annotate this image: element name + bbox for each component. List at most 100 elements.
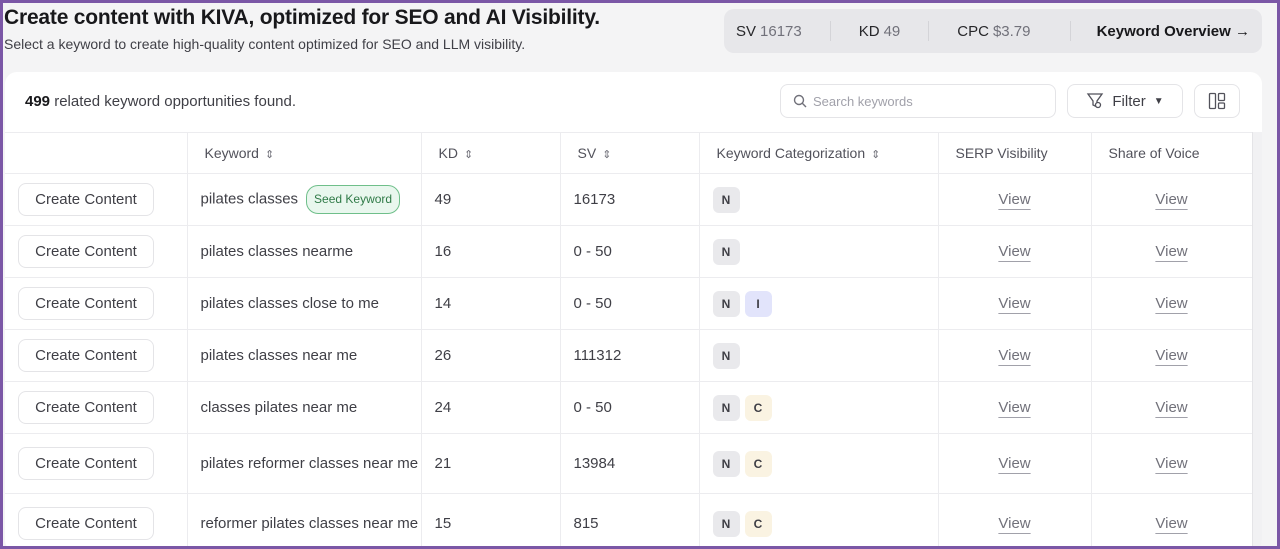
serp-visibility-view-link[interactable]: View (998, 295, 1031, 312)
column-header-share-of-voice: Share of Voice (1091, 132, 1253, 174)
keyword-cell: pilates classes close to me (187, 277, 422, 330)
column-header-keyword[interactable]: Keyword ⇕ (187, 132, 422, 174)
stat-label: CPC (957, 22, 989, 40)
header-label: KD (438, 145, 458, 161)
kd-cell: 16 (421, 225, 561, 278)
header-label: SERP Visibility (955, 145, 1048, 161)
keyword-cell: pilates classes Seed Keyword (187, 173, 422, 226)
sort-icon[interactable]: ⇕ (602, 149, 612, 161)
stat-label: KD (858, 22, 880, 40)
table-row: Create Content pilates reformer classes … (5, 433, 1253, 494)
stat-cpc: CPC $3.79 (945, 21, 1030, 41)
keyword-overview-link[interactable]: Keyword Overview → (1096, 22, 1250, 40)
create-content-button[interactable]: Create Content (18, 391, 154, 424)
share-of-voice-view-link[interactable]: View (1155, 347, 1188, 364)
search-input[interactable] (813, 93, 1043, 109)
category-badge-N: N (712, 186, 740, 213)
column-header-sv[interactable]: SV ⇕ (560, 132, 700, 174)
sort-icon[interactable]: ⇕ (463, 149, 474, 161)
caret-down-icon: ▼ (1153, 95, 1164, 107)
create-content-button[interactable]: Create Content (18, 183, 154, 216)
share-of-voice-view-link[interactable]: View (1155, 243, 1188, 260)
layout-toggle-button[interactable] (1194, 84, 1240, 118)
categorization-cell: N (699, 329, 939, 382)
keywords-card: 499 related keyword opportunities found.… (5, 72, 1262, 549)
search-icon (793, 94, 807, 108)
column-header-categorization[interactable]: Keyword Categorization ⇕ (699, 132, 939, 174)
serp-visibility-view-link[interactable]: View (998, 399, 1031, 416)
keyword-cell: reformer pilates classes near me (187, 493, 422, 549)
serp-visibility-view-link[interactable]: View (998, 347, 1031, 364)
category-badge-N: N (712, 290, 740, 317)
serp-visibility-view-link[interactable]: View (998, 243, 1031, 260)
header-label: Keyword Categorization (716, 145, 866, 161)
header-label: Share of Voice (1108, 145, 1200, 161)
kd-cell: 24 (421, 381, 561, 434)
table-row: Create Content pilates classes near me 2… (5, 329, 1253, 382)
keywords-table: Keyword ⇕ KD ⇕ SV ⇕ Keyword Categorization ⇕ SER… (5, 132, 1253, 549)
category-badge-C: C (744, 394, 772, 421)
filter-label: Filter (1112, 92, 1146, 110)
keyword-cell: pilates reformer classes near me (187, 433, 422, 494)
kd-cell: 26 (421, 329, 561, 382)
page-title: Create content with KIVA, optimized for … (4, 6, 600, 29)
scrollbar[interactable] (1252, 132, 1262, 549)
keyword-text: pilates classes nearme (200, 243, 354, 260)
header-label: Keyword (204, 145, 259, 161)
sort-icon[interactable]: ⇕ (264, 149, 275, 161)
table-row: Create Content pilates classes nearme 16… (5, 225, 1253, 278)
share-of-voice-view-link[interactable]: View (1155, 295, 1188, 312)
create-content-button[interactable]: Create Content (18, 507, 154, 540)
kd-cell: 14 (421, 277, 561, 330)
results-count: 499 related keyword opportunities found. (25, 93, 296, 110)
create-content-button[interactable]: Create Content (18, 339, 154, 372)
create-content-button[interactable]: Create Content (18, 235, 154, 268)
share-of-voice-view-link[interactable]: View (1155, 191, 1188, 208)
filter-button[interactable]: Filter ▼ (1067, 84, 1183, 118)
column-header-serp-visibility: SERP Visibility (938, 132, 1092, 174)
category-badge-C: C (744, 510, 772, 537)
share-of-voice-view-link[interactable]: View (1155, 399, 1188, 416)
count-text: related keyword opportunities found. (50, 93, 297, 110)
keyword-text: pilates classes near me (200, 347, 358, 364)
seed-keyword-badge: Seed Keyword (306, 185, 401, 214)
header-label: SV (577, 145, 597, 161)
divider (829, 21, 831, 41)
category-badge-N: N (712, 450, 740, 477)
category-badge-N: N (712, 238, 740, 265)
categorization-cell: N (699, 225, 939, 278)
keyword-text: pilates classes close to me (200, 295, 379, 312)
count-number: 499 (25, 93, 51, 110)
stat-value: 16173 (760, 22, 802, 40)
sort-icon[interactable]: ⇕ (871, 149, 881, 161)
keyword-cell: pilates classes near me (187, 329, 422, 382)
sv-cell: 0 - 50 (560, 225, 700, 278)
share-of-voice-view-link[interactable]: View (1155, 515, 1188, 532)
stat-kd: KD 49 (847, 21, 901, 41)
create-content-button[interactable]: Create Content (18, 287, 154, 320)
sv-cell: 815 (560, 493, 700, 549)
category-badge-I: I (744, 290, 772, 317)
keyword-stats-bar: SV 16173 KD 49 CPC $3.79 Keyword Overview → (724, 9, 1262, 53)
table-row: Create Content classes pilates near me 2… (5, 381, 1253, 434)
kd-cell: 15 (421, 493, 561, 549)
serp-visibility-view-link[interactable]: View (998, 515, 1031, 532)
stat-value: 49 (883, 22, 901, 40)
filter-icon (1087, 93, 1104, 109)
share-of-voice-view-link[interactable]: View (1155, 455, 1188, 472)
table-row: Create Content pilates classes Seed Keywo… (5, 173, 1253, 226)
keyword-text: classes pilates near me (200, 399, 358, 416)
page-subtitle: Select a keyword to create high-quality … (4, 36, 526, 52)
table-row: Create Content reformer pilates classes … (5, 493, 1253, 549)
serp-visibility-view-link[interactable]: View (998, 455, 1031, 472)
create-content-button[interactable]: Create Content (18, 447, 154, 480)
kd-cell: 21 (421, 433, 561, 494)
serp-visibility-view-link[interactable]: View (998, 191, 1031, 208)
stat-sv: SV 16173 (724, 21, 802, 41)
search-box[interactable] (780, 84, 1056, 118)
column-header-kd[interactable]: KD ⇕ (421, 132, 561, 174)
column-header-action (5, 132, 188, 174)
